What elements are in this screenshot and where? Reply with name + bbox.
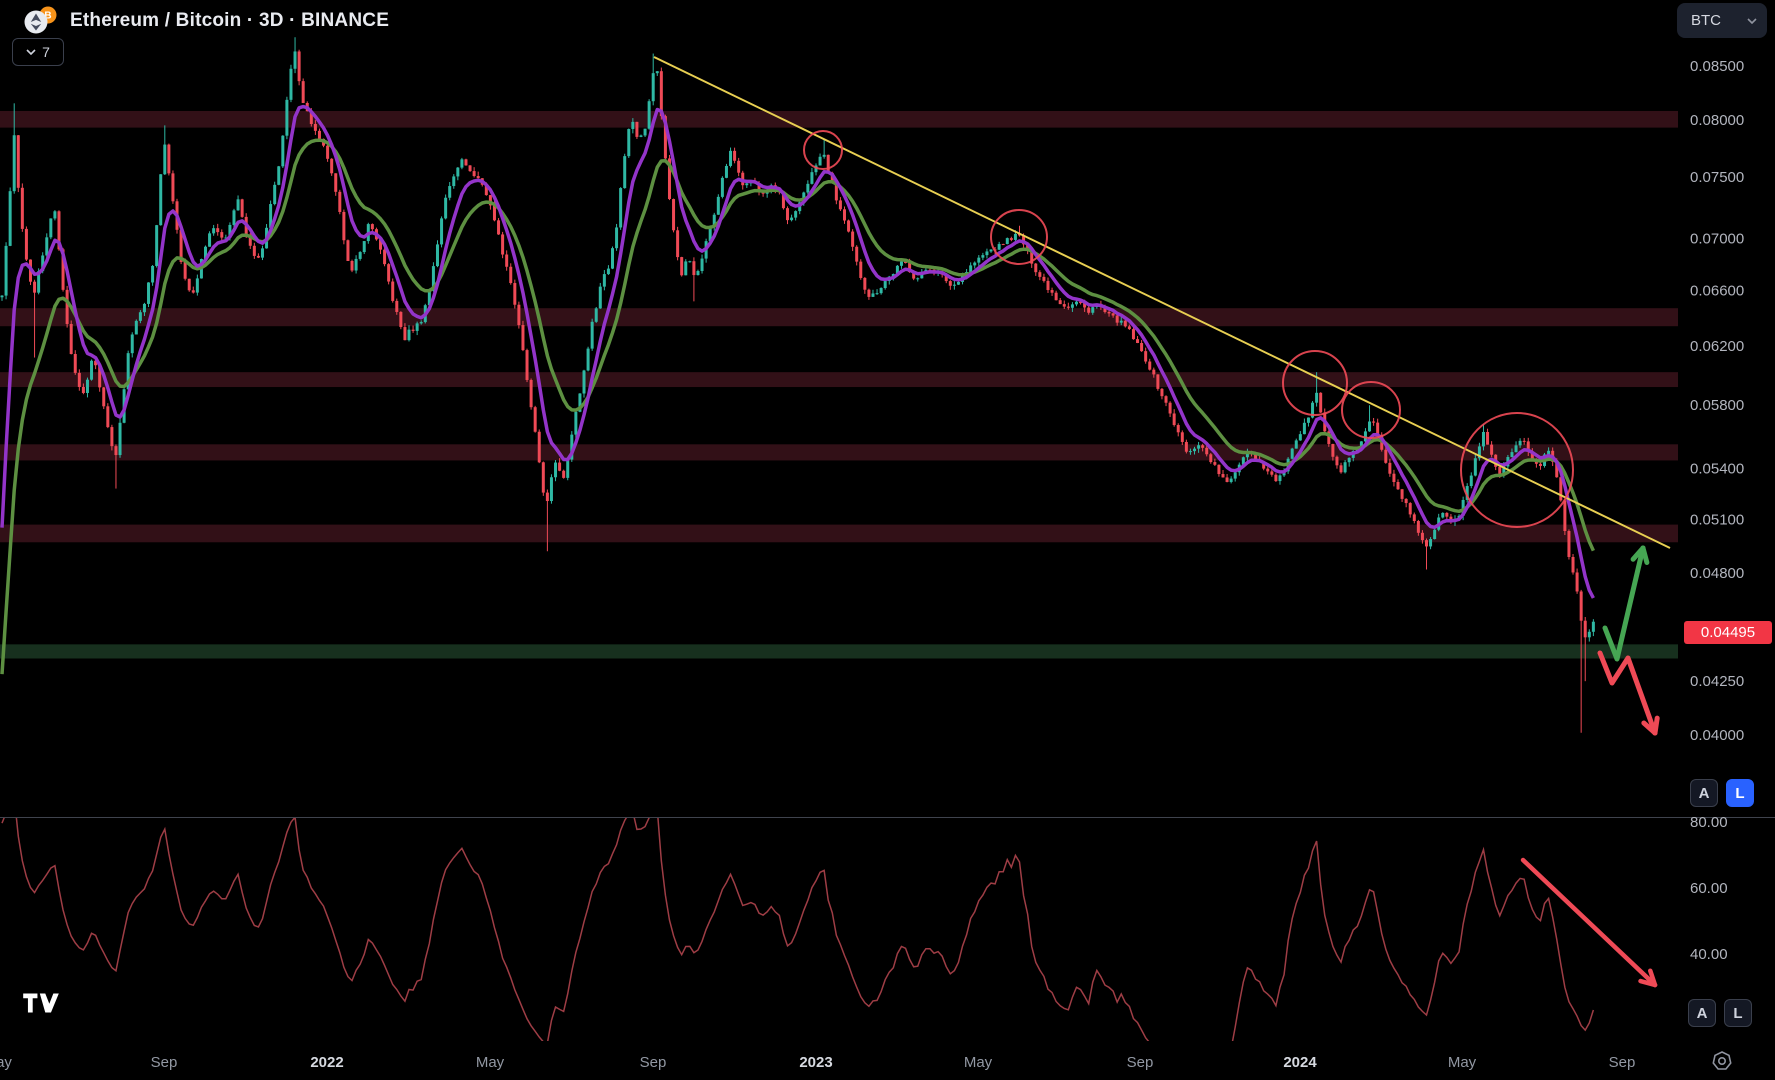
- bars-counter-label: 7: [42, 44, 50, 60]
- time-axis-label: ay: [0, 1054, 12, 1071]
- price-axis-label: 0.04250: [1690, 673, 1744, 690]
- time-axis-label: 2023: [799, 1054, 832, 1071]
- bars-counter-button[interactable]: 7: [12, 38, 64, 66]
- time-axis-label: May: [964, 1054, 993, 1071]
- sr-zones[interactable]: [0, 110, 1678, 659]
- time-axis-label: May: [1448, 1054, 1477, 1071]
- descending-trendline[interactable]: [653, 56, 1671, 549]
- time-axis-label: Sep: [1127, 1054, 1154, 1071]
- resistance-zone[interactable]: [0, 524, 1678, 543]
- rsi-pane[interactable]: [1, 796, 1658, 1068]
- time-axis[interactable]: ay Sep 2022 May Sep 2023 May Sep 2024 May Sep: [0, 1054, 1635, 1071]
- price-axis-label: 0.05400: [1690, 461, 1744, 478]
- eth-coin-icon: [24, 10, 48, 34]
- symbol-title[interactable]: Ethereum / Bitcoin · 3D · BINANCE: [70, 10, 390, 31]
- eth-glyph-top: [30, 13, 42, 22]
- support-zone[interactable]: [0, 644, 1678, 659]
- time-axis-label: Sep: [1609, 1054, 1636, 1071]
- touch-circle[interactable]: [1341, 381, 1401, 439]
- chevron-down-icon: [26, 49, 36, 55]
- last-price-value: 0.04495: [1700, 624, 1756, 641]
- resistance-zone[interactable]: [0, 372, 1678, 388]
- time-axis-label: 2024: [1283, 1054, 1317, 1071]
- price-axis-label: 0.05100: [1690, 511, 1744, 528]
- price-axis-label: 0.07500: [1690, 169, 1744, 186]
- trendline-touch-circles[interactable]: [803, 130, 1574, 528]
- log-scale-button-price-pane[interactable]: L: [1726, 779, 1754, 807]
- rsi-axis-label: 60.00: [1690, 880, 1728, 897]
- fast-ema-line[interactable]: [0, 104, 1595, 599]
- tradingview-logo[interactable]: [22, 992, 60, 1014]
- resistance-zone[interactable]: [0, 308, 1678, 327]
- quote-currency-label: BTC: [1691, 12, 1721, 29]
- candlestick-series[interactable]: [0, 37, 1595, 733]
- eth-glyph-bottom: [30, 23, 42, 31]
- price-axis-label: 0.06600: [1690, 283, 1744, 300]
- price-axis-label: 0.04800: [1690, 565, 1744, 582]
- touch-circle[interactable]: [1282, 350, 1348, 416]
- price-axis-label: 0.08000: [1690, 112, 1744, 129]
- symbol-header: B Ethereum / Bitcoin · 3D · BINANCE: [14, 4, 389, 38]
- rsi-axis-label: 80.00: [1690, 814, 1728, 831]
- last-price-badge: 0.04495: [1684, 621, 1772, 644]
- price-axis-label: 0.05800: [1690, 397, 1744, 414]
- pair-logo[interactable]: B: [14, 4, 60, 38]
- price-axis-label: 0.04000: [1690, 727, 1744, 744]
- rsi-line[interactable]: [1, 796, 1595, 1068]
- auto-scale-button-price-pane[interactable]: A: [1690, 779, 1718, 807]
- price-axis-label: 0.06200: [1690, 338, 1744, 355]
- bearish-scenario-arrow[interactable]: [1597, 650, 1660, 736]
- price-axis-label: 0.07000: [1690, 230, 1744, 247]
- resistance-zone[interactable]: [0, 110, 1678, 128]
- btc-coin-letter: B: [44, 11, 51, 22]
- time-axis-label: 2022: [310, 1054, 343, 1071]
- touch-circle[interactable]: [990, 209, 1048, 265]
- log-scale-button-rsi-pane[interactable]: L: [1724, 999, 1752, 1027]
- touch-circle[interactable]: [803, 130, 843, 170]
- time-axis-label: May: [476, 1054, 505, 1071]
- price-axis-label: 0.08500: [1690, 58, 1744, 75]
- touch-circle[interactable]: [1460, 412, 1574, 528]
- rsi-axis-label: 40.00: [1690, 946, 1728, 963]
- auto-scale-button-rsi-pane[interactable]: A: [1688, 999, 1716, 1027]
- bullish-scenario-arrow[interactable]: [1602, 545, 1650, 662]
- time-axis-label: Sep: [151, 1054, 178, 1071]
- rsi-bearish-arrow[interactable]: [1520, 857, 1658, 988]
- chevron-down-icon: [1747, 17, 1757, 24]
- settings-gear-icon[interactable]: [1706, 1046, 1738, 1078]
- moving-averages[interactable]: [0, 104, 1595, 675]
- quote-currency-dropdown[interactable]: BTC: [1677, 3, 1767, 38]
- resistance-zone[interactable]: [0, 444, 1678, 461]
- time-axis-label: Sep: [640, 1054, 667, 1071]
- price-axis[interactable]: 0.08500 0.08000 0.07500 0.07000 0.06600 0.062…: [1690, 58, 1744, 963]
